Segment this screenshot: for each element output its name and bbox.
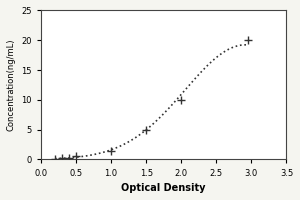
Y-axis label: Concentration(ng/mL): Concentration(ng/mL): [7, 39, 16, 131]
Point: [109, 149, 113, 152]
Point: [144, 128, 148, 131]
Point: [179, 98, 184, 101]
Point: [53, 157, 58, 160]
Point: [60, 157, 64, 160]
Point: [74, 155, 79, 158]
Point: [67, 156, 71, 159]
Point: [245, 39, 250, 42]
X-axis label: Optical Density: Optical Density: [122, 183, 206, 193]
